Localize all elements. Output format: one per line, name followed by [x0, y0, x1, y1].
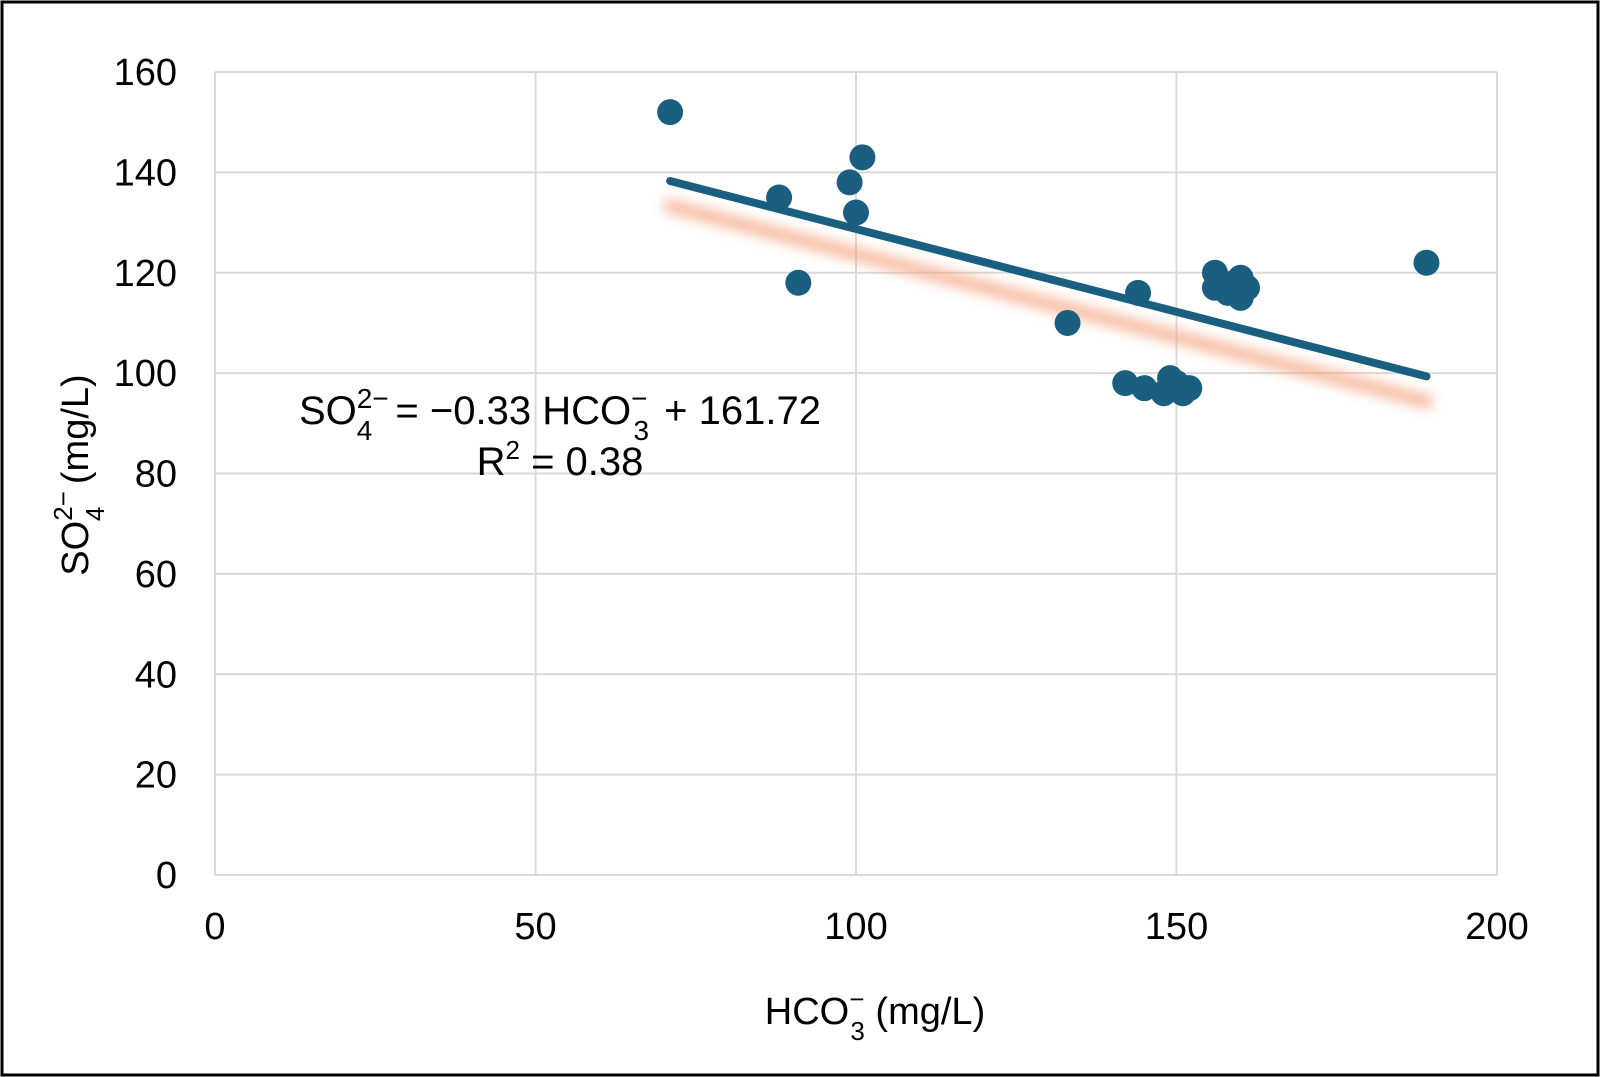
y-tick-label: 60 [135, 554, 177, 596]
x-axis-title: HCO− 3 (mg/L) [765, 984, 985, 1046]
data-point [657, 99, 684, 126]
data-point [843, 199, 869, 226]
data-point [1125, 279, 1152, 306]
r-squared-label: R2 = 0.38 [477, 435, 644, 484]
y-tick-label: 140 [114, 152, 177, 194]
y-tick-label: 20 [135, 755, 177, 797]
y-tick-label: 120 [114, 253, 177, 295]
data-point [766, 184, 793, 211]
data-points [657, 99, 1440, 407]
trendline-glow [663, 199, 1434, 409]
x-tick-label: 150 [1145, 906, 1208, 948]
data-point [849, 144, 876, 171]
y-tick-label: 0 [156, 855, 177, 897]
trendline [666, 176, 1431, 381]
data-point [1413, 249, 1440, 276]
x-tick-labels: 0 50 100 150 200 [204, 906, 1528, 948]
data-point [836, 169, 863, 196]
y-tick-label: 80 [135, 454, 177, 496]
data-point [1234, 274, 1261, 301]
data-point [785, 269, 812, 296]
y-tick-label: 40 [135, 654, 177, 696]
x-tick-label: 0 [204, 906, 225, 948]
y-axis-title: SO2−4 (mg/L) [48, 374, 110, 575]
data-point [1054, 309, 1081, 336]
data-point [1176, 375, 1203, 402]
x-tick-label: 200 [1465, 906, 1528, 948]
trendline-equation: SO2− 4 = −0.33 HCO− 3 + 161.72 [299, 383, 821, 446]
x-tick-label: 50 [514, 906, 556, 948]
x-tick-label: 100 [824, 906, 887, 948]
y-tick-label: 160 [114, 52, 177, 94]
y-tick-label: 100 [114, 353, 177, 395]
y-tick-labels: 0 20 40 60 80 100 120 140 160 [114, 52, 177, 897]
